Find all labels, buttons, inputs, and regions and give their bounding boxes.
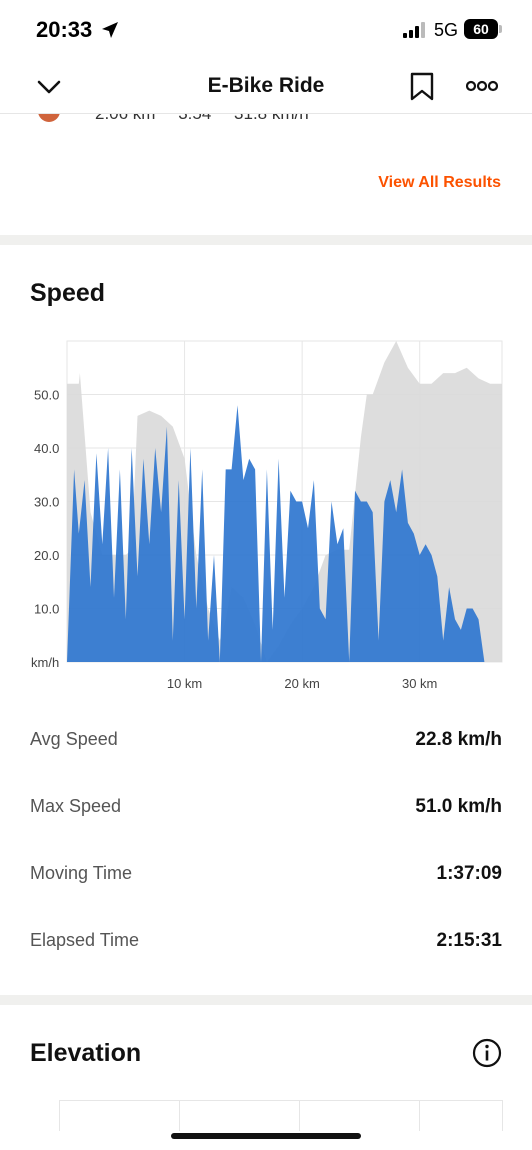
stat-value: 22.8 km/h [415, 729, 502, 750]
elevation-section-title: Elevation [30, 1039, 142, 1067]
status-time: 20:33 [36, 17, 93, 42]
cellular-signal-icon [403, 22, 425, 38]
location-arrow-icon [102, 22, 118, 38]
y-tick-label: 30.0 [34, 495, 59, 510]
grid-line [419, 1101, 420, 1131]
segment-distance: 2.06 km [95, 114, 155, 123]
segment-stats: 2.06 km 3:54 31.8 km/h [95, 114, 327, 124]
view-all-results-link[interactable]: View All Results [378, 174, 501, 191]
grid-line [299, 1101, 300, 1131]
battery-icon: 60 [464, 19, 502, 39]
home-indicator [171, 1133, 361, 1139]
segment-rank-badge [38, 114, 60, 122]
section-divider [0, 995, 532, 1005]
stat-label: Moving Time [30, 863, 133, 883]
info-icon[interactable] [472, 1038, 502, 1068]
segment-speed: 31.8 km/h [234, 114, 309, 123]
y-tick-label: 50.0 [34, 388, 59, 403]
y-tick-label: 10.0 [34, 602, 59, 617]
y-unit-label: km/h [31, 655, 59, 670]
y-tick-label: 40.0 [34, 441, 59, 456]
grid-line [502, 1101, 503, 1131]
speed-stat-row: Moving Time 1:37:09 [30, 863, 502, 893]
speed-section-title: Speed [30, 279, 106, 307]
x-tick-label: 20 km [284, 676, 319, 691]
battery-level: 60 [464, 19, 498, 39]
chevron-down-icon[interactable] [36, 74, 62, 100]
segment-result-row[interactable]: 2.06 km 3:54 31.8 km/h [0, 114, 532, 130]
navigation-bar: E-Bike Ride [0, 60, 532, 114]
stat-value: 2:15:31 [436, 930, 503, 951]
status-bar: 20:33 5G 60 [0, 0, 532, 60]
stat-label: Max Speed [30, 796, 122, 816]
stat-label: Elapsed Time [30, 930, 140, 950]
bookmark-icon[interactable] [410, 72, 434, 102]
network-type: 5G [434, 20, 459, 40]
speed-stat-row: Avg Speed 22.8 km/h [30, 729, 502, 759]
stat-value: 51.0 km/h [415, 796, 502, 817]
x-tick-label: 30 km [402, 676, 437, 691]
y-tick-label: 20.0 [34, 548, 59, 563]
more-options-icon[interactable] [466, 78, 498, 94]
section-divider [0, 235, 532, 245]
grid-line [59, 1101, 60, 1131]
speed-chart: 10.0 20.0 30.0 40.0 50.0 km/h 10 km 20 km 30 km [31, 340, 503, 691]
battery-tip [499, 25, 502, 33]
x-tick-label: 10 km [167, 676, 202, 691]
elevation-chart [59, 1100, 503, 1131]
speed-stat-row: Elapsed Time 2:15:31 [30, 930, 502, 960]
segment-time: 3:54 [178, 114, 211, 123]
speed-area [67, 405, 502, 662]
grid-line [179, 1101, 180, 1131]
page-title: E-Bike Ride [207, 74, 325, 97]
speed-stat-row: Max Speed 51.0 km/h [30, 796, 502, 826]
stat-label: Avg Speed [30, 729, 118, 749]
stat-value: 1:37:09 [436, 863, 503, 884]
